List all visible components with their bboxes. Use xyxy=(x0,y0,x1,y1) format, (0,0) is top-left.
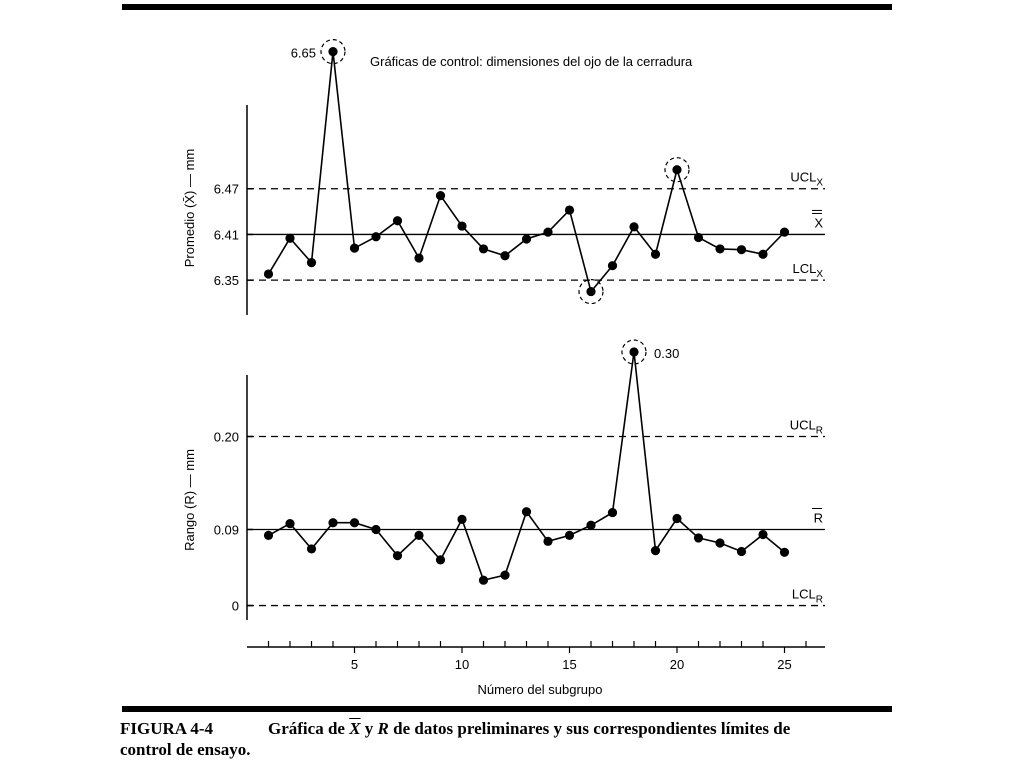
r-y-axis-label: Rango (R) — mm xyxy=(182,449,197,551)
r-ref-label-ucl_r: UCLR xyxy=(790,418,823,437)
r-ref-label-lcl_r: LCLR xyxy=(792,587,823,606)
xbar-data-point xyxy=(629,222,639,232)
r-data-point xyxy=(457,514,467,524)
r-data-point xyxy=(328,518,338,528)
caption-text-1: Gráfica de xyxy=(268,719,345,738)
xbar-data-point xyxy=(285,233,295,243)
r-data-point xyxy=(586,520,596,530)
xbar-data-point xyxy=(564,205,575,215)
r-data-point xyxy=(564,530,575,541)
x-axis-label: Número del subgrupo xyxy=(477,682,602,697)
caption-text-3: de datos preliminares y sus correspondie… xyxy=(393,719,791,738)
r-annotation: 0.30 xyxy=(654,346,679,361)
xbar-y-axis-label: Promedio (X̄) — mm xyxy=(182,149,197,267)
r-data-point xyxy=(758,529,768,540)
bottom-rule xyxy=(122,706,892,712)
r-series-line xyxy=(268,351,786,582)
r-data-point xyxy=(607,507,618,518)
xbar-data-point xyxy=(500,251,510,261)
xbar-y-tick-label: 6.47 xyxy=(214,182,239,197)
xbar-chart-title: Gráficas de control: dimensiones del ojo… xyxy=(370,54,693,69)
xbar-data-point xyxy=(414,253,424,263)
r-chart-layer: 0 0.09 0.20 UCLR R LCLR 0.30 xyxy=(214,339,825,614)
xbar-data-point xyxy=(263,269,274,279)
r-data-point xyxy=(478,575,489,585)
r-data-point xyxy=(435,555,446,565)
figure-caption: FIGURA 4-4 Gráfica de X y R de datos prel… xyxy=(120,718,880,760)
x-tick-label: 25 xyxy=(777,657,791,672)
xbar-data-point xyxy=(349,243,360,253)
xbar-data-point xyxy=(779,227,790,237)
figure-label: FIGURA 4-4 xyxy=(120,719,214,738)
xbar-data-point xyxy=(392,216,403,226)
r-data-point xyxy=(629,347,639,357)
caption-r: R xyxy=(377,719,389,738)
r-data-point xyxy=(392,551,403,561)
xbar-data-point xyxy=(586,286,596,297)
r-y-tick-label: 0 xyxy=(232,599,239,614)
r-data-point xyxy=(543,536,553,546)
r-y-tick-label: 0.09 xyxy=(214,522,239,537)
xbar-out-of-control-marker xyxy=(320,39,346,65)
xbar-data-point xyxy=(435,190,446,201)
caption-line-2: control de ensayo. xyxy=(120,740,251,759)
xbar-data-point xyxy=(607,261,618,271)
xbar-data-point xyxy=(478,244,489,254)
r-data-point xyxy=(500,570,510,580)
xbar-data-point xyxy=(521,234,532,244)
r-data-point xyxy=(779,547,790,557)
r-ref-label-r_bar: R xyxy=(814,510,823,525)
r-data-point xyxy=(521,507,532,517)
x-tick-label: 5 xyxy=(351,657,358,672)
xbar-out-of-control-marker xyxy=(664,157,690,183)
x-axis-ticks-layer: 5 10 15 20 25 xyxy=(267,641,807,672)
r-data-point xyxy=(285,518,295,529)
r-data-point xyxy=(414,530,424,541)
xbar-data-point xyxy=(672,165,682,175)
r-data-point xyxy=(371,524,381,535)
xbar-ref-label-ucl_x: UCLX xyxy=(790,170,823,189)
r-out-of-control-marker xyxy=(621,339,647,365)
xbar-ref-label-lcl_x: LCLX xyxy=(792,261,823,280)
xbar-data-point xyxy=(693,232,704,243)
xbar-data-point xyxy=(543,227,553,237)
xbar-data-point xyxy=(306,258,317,268)
r-data-point xyxy=(715,538,725,548)
xbar-data-point xyxy=(371,232,381,242)
top-rule xyxy=(122,4,892,10)
xbar-data-point xyxy=(758,249,768,259)
r-data-point xyxy=(306,544,317,554)
r-data-point xyxy=(672,513,682,524)
caption-text-2: y xyxy=(364,719,374,738)
xbar-annotation: 6.65 xyxy=(291,46,316,61)
control-charts-figure: Gráficas de control: dimensiones del ojo… xyxy=(122,4,892,712)
xbar-ref-label-x_double_bar: X xyxy=(814,215,823,230)
xbar-data-point xyxy=(650,249,661,259)
xbar-data-point xyxy=(457,221,467,231)
r-data-point xyxy=(650,546,661,556)
xbar-data-point xyxy=(736,245,747,255)
x-tick-label: 15 xyxy=(562,657,576,672)
xbar-data-point xyxy=(715,244,725,254)
xbar-y-tick-label: 6.35 xyxy=(214,273,239,288)
r-data-point xyxy=(693,533,704,543)
xbar-out-of-control-marker xyxy=(578,278,604,305)
x-tick-label: 10 xyxy=(455,657,469,672)
xbar-y-tick-label: 6.41 xyxy=(214,227,239,242)
xbar-series-line xyxy=(267,51,786,294)
r-data-point xyxy=(736,546,747,557)
x-tick-label: 20 xyxy=(670,657,684,672)
r-data-point xyxy=(263,530,274,541)
r-y-tick-label: 0.20 xyxy=(214,430,239,445)
xbar-data-point xyxy=(328,47,338,57)
xbar-chart-layer: 6.35 6.41 6.47 UCLX X LCLX 6.65 xyxy=(214,39,825,305)
caption-xbar: X xyxy=(349,719,361,738)
r-data-point xyxy=(349,518,360,528)
